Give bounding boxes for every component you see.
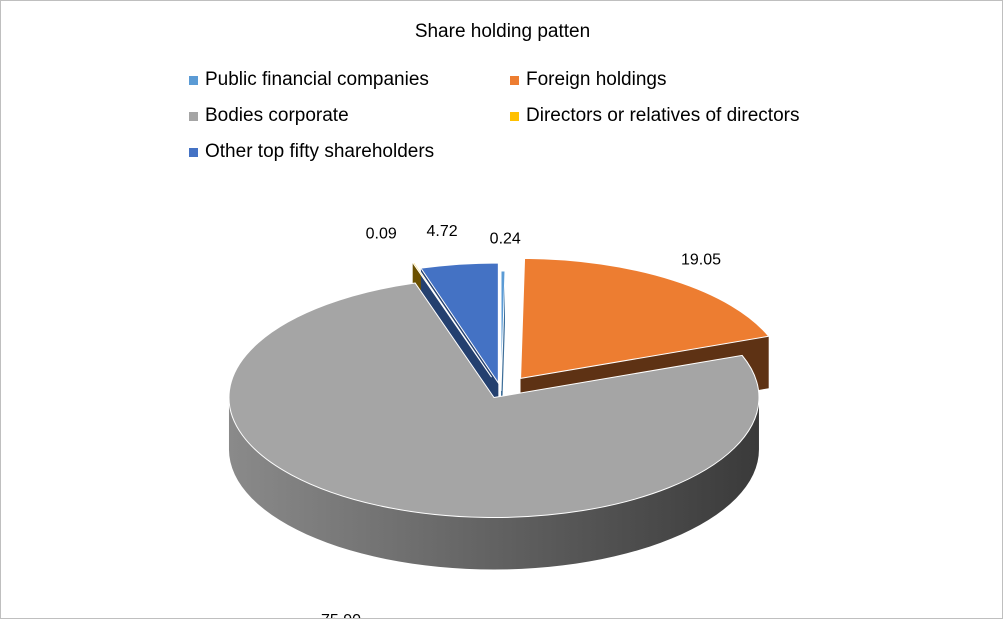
- legend-label: Foreign holdings: [526, 69, 667, 90]
- data-label: 19.05: [681, 252, 721, 269]
- pie-slice-foreign-holdings: [520, 257, 770, 380]
- legend-swatch: [189, 111, 198, 121]
- data-label: 0.09: [366, 226, 397, 243]
- legend-item-foreign-holdings: Foreign holdings: [510, 68, 666, 92]
- pie-data-labels: 0.24 19.05 75.90 0.09 4.72: [321, 223, 721, 618]
- legend-swatch: [510, 75, 519, 85]
- legend-swatch: [189, 147, 198, 157]
- chart-title: Share holding patten: [414, 21, 591, 42]
- legend-label: Public financial companies: [205, 69, 429, 90]
- legend-label: Other top fifty shareholders: [205, 141, 435, 162]
- pie-slice-directors-or-relatives-of-directors: [411, 261, 492, 378]
- legend-item-bodies-corporate: Bodies corporate: [189, 104, 349, 128]
- legend-item-other-top-fifty: Other top fifty shareholders: [189, 140, 434, 164]
- pie-slice-other-top-fifty-shareholders: [420, 262, 499, 385]
- pie-tops: [228, 257, 770, 519]
- data-label: 75.90: [321, 612, 361, 618]
- legend-swatch: [189, 75, 198, 85]
- data-label: 4.72: [427, 223, 458, 240]
- data-label: 0.24: [490, 230, 521, 247]
- pie-slice-public-financial-companies: [500, 270, 506, 392]
- legend-swatch: [510, 111, 519, 121]
- slice-rim: [228, 397, 759, 570]
- pie-slice-bodies-corporate: [228, 282, 760, 519]
- legend-item-public-financial-companies: Public financial companies: [189, 68, 429, 92]
- legend-item-directors: Directors or relatives of directors: [510, 104, 799, 128]
- legend-label: Directors or relatives of directors: [526, 105, 800, 126]
- legend-label: Bodies corporate: [205, 105, 349, 126]
